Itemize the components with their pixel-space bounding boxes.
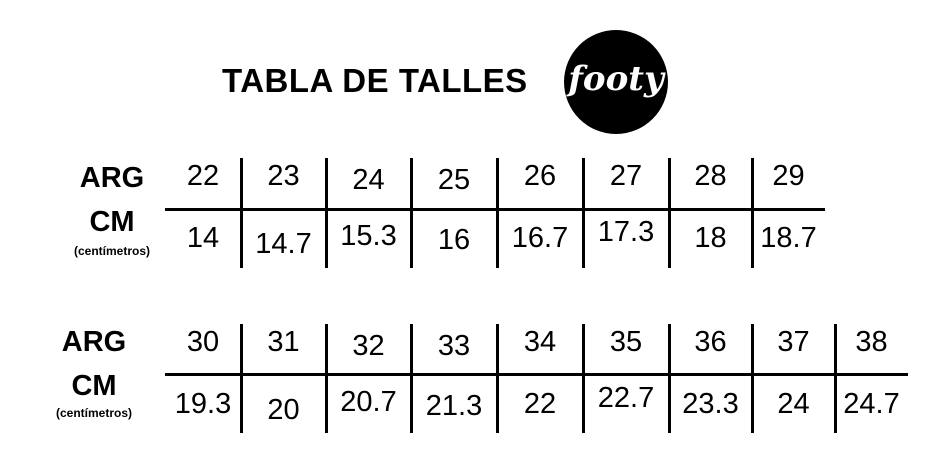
cm-size-cell: 18.7 bbox=[760, 222, 817, 254]
cm-size-cell: 22.7 bbox=[597, 382, 655, 414]
column-divider bbox=[496, 158, 499, 268]
column-divider bbox=[834, 324, 837, 433]
cm-size-cell: 20 bbox=[267, 394, 300, 426]
cm-size-cell: 22 bbox=[523, 388, 557, 420]
cm-sublabel: (centímetros) bbox=[55, 406, 132, 420]
cm-size-cell: 16 bbox=[437, 224, 471, 256]
arg-size-cell: 38 bbox=[855, 326, 888, 358]
column-divider bbox=[410, 324, 413, 433]
column-divider bbox=[668, 158, 671, 268]
arg-size-cell: 31 bbox=[267, 326, 300, 358]
arg-label: ARG bbox=[79, 162, 145, 194]
cm-sublabel: (centímetros) bbox=[73, 244, 150, 258]
arg-size-cell: 36 bbox=[694, 326, 727, 358]
cm-size-cell: 16.7 bbox=[511, 222, 569, 254]
cm-label: CM bbox=[89, 206, 135, 238]
cm-size-cell: 14 bbox=[186, 222, 220, 254]
arg-size-cell: 34 bbox=[523, 326, 557, 358]
cm-size-cell: 20.7 bbox=[340, 386, 397, 418]
arg-size-cell: 35 bbox=[609, 326, 643, 358]
arg-size-cell: 37 bbox=[777, 326, 810, 358]
footy-logo: footy bbox=[564, 30, 668, 134]
column-divider bbox=[751, 324, 754, 433]
column-divider bbox=[668, 324, 671, 433]
arg-size-cell: 22 bbox=[186, 160, 220, 192]
column-divider bbox=[240, 158, 243, 268]
cm-size-cell: 23.3 bbox=[682, 388, 739, 420]
cm-size-cell: 21.3 bbox=[425, 390, 483, 422]
column-divider bbox=[410, 158, 413, 268]
cm-size-cell: 14.7 bbox=[255, 228, 312, 260]
arg-size-cell: 25 bbox=[437, 164, 471, 196]
arg-size-cell: 33 bbox=[437, 330, 471, 362]
column-divider bbox=[751, 158, 754, 268]
row-divider bbox=[165, 208, 825, 211]
arg-size-cell: 30 bbox=[186, 326, 220, 358]
column-divider bbox=[325, 324, 328, 433]
cm-size-cell: 19.3 bbox=[174, 388, 232, 420]
column-divider bbox=[582, 158, 585, 268]
cm-size-cell: 24 bbox=[777, 388, 810, 420]
row-divider bbox=[165, 373, 908, 376]
column-divider bbox=[325, 158, 328, 268]
cm-size-cell: 15.3 bbox=[340, 220, 397, 252]
page-title: TABLA DE TALLES bbox=[222, 62, 528, 99]
cm-size-cell: 24.7 bbox=[843, 388, 900, 420]
column-divider bbox=[582, 324, 585, 433]
arg-size-cell: 32 bbox=[352, 330, 385, 362]
cm-label: CM bbox=[71, 370, 117, 402]
arg-size-cell: 28 bbox=[694, 160, 727, 192]
column-divider bbox=[496, 324, 499, 433]
arg-size-cell: 23 bbox=[267, 160, 300, 192]
logo-text: footy bbox=[568, 59, 664, 99]
cm-size-cell: 18 bbox=[694, 222, 727, 254]
arg-size-cell: 27 bbox=[609, 160, 643, 192]
arg-size-cell: 24 bbox=[352, 164, 385, 196]
arg-size-cell: 29 bbox=[772, 160, 805, 192]
cm-size-cell: 17.3 bbox=[597, 216, 655, 248]
arg-size-cell: 26 bbox=[523, 160, 557, 192]
arg-label: ARG bbox=[61, 326, 127, 358]
column-divider bbox=[240, 324, 243, 433]
